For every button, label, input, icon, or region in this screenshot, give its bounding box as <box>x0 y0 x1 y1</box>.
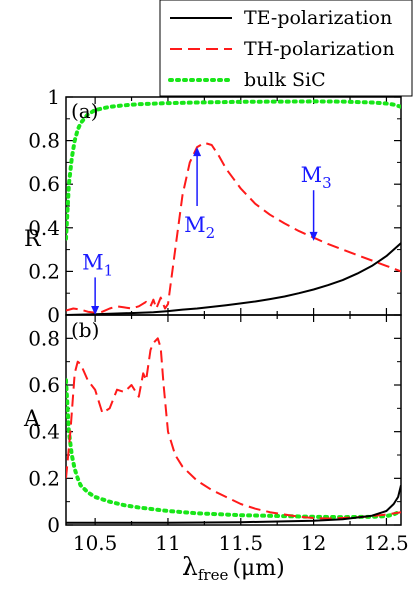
panel-b-series-te <box>66 485 401 524</box>
panel-b-ytick-label: 0.2 <box>28 466 60 490</box>
panel-b: 0 0.2 0.4 0.6 0.8 10.5 11 11.5 12 12.5 (b) A λfre… <box>23 314 409 584</box>
annotation-arrowhead-m3 <box>309 231 318 241</box>
legend-label-sic: bulk SiC <box>244 69 326 91</box>
annotation-label-m1-sub: 1 <box>104 261 114 279</box>
annotation-label-m2: M2 <box>184 213 215 242</box>
x-tick-label: 11 <box>155 531 180 555</box>
panel-a-ytick-label: 0.2 <box>28 259 60 283</box>
annotation-label-m1: M1 <box>82 250 113 279</box>
panel-b-series <box>66 337 401 524</box>
annotation-label-m1-main: M <box>82 250 104 274</box>
panel-a-ytick-label: 0.4 <box>28 216 60 240</box>
annotation-arrowhead-m2 <box>193 147 202 157</box>
panel-b-series-bulk-sic <box>66 378 401 520</box>
panel-a-plot-area <box>66 99 401 315</box>
legend-label-te: TE-polarization <box>244 7 392 29</box>
annotation-label-m3-main: M <box>301 163 323 187</box>
panel-a-frame <box>65 96 402 316</box>
x-axis-label-symbol: λ <box>182 552 198 581</box>
panel-b-ylabel: A <box>23 407 41 432</box>
x-tick-label: 12.5 <box>364 531 409 555</box>
panel-b-ytick-label: 0.8 <box>28 326 60 350</box>
panel-b-ticks: 0 0.2 0.4 0.6 0.8 10.5 11 11.5 12 12.5 <box>28 314 409 555</box>
panel-a-series-th <box>66 141 401 314</box>
annotation-label-m2-sub: 2 <box>206 224 216 242</box>
x-axis-label: λfree (μm) <box>182 552 285 584</box>
panel-a-ytick-label: 0.6 <box>28 172 60 196</box>
panel-b-frame <box>65 314 402 526</box>
panel-a-ticks: 0 0.2 0.4 0.6 0.8 1 <box>28 85 401 327</box>
annotation-arrowhead-m1 <box>91 306 100 315</box>
panel-b-ytick-label: 0 <box>47 513 60 537</box>
x-tick-label: 12 <box>301 531 326 555</box>
annotation-label-m3: M3 <box>301 163 332 192</box>
annotation-label-m2-main: M <box>184 213 206 237</box>
panel-b-plot-area <box>66 337 401 524</box>
panel-b-label: (b) <box>71 318 99 342</box>
panel-a-ytick-label: 0.8 <box>28 129 60 153</box>
panel-a-ytick-label: 0 <box>47 303 60 327</box>
panel-a-series-bulk-sic <box>66 99 401 241</box>
x-tick-label: 10.5 <box>73 531 118 555</box>
panel-a-ytick-label: 1 <box>47 85 60 109</box>
legend-label-th: TH-polarization <box>244 38 395 60</box>
x-axis-label-subscript: free <box>198 566 229 584</box>
legend: TE-polarization TH-polarization bulk SiC <box>159 0 413 97</box>
x-axis-label-unit: (μm) <box>232 556 284 581</box>
panel-a-ylabel: R <box>24 227 42 252</box>
annotation-label-m3-sub: 3 <box>322 174 332 192</box>
panel-a-label: (a) <box>71 99 99 123</box>
panel-a-series <box>66 99 401 315</box>
panel-b-series-th <box>66 337 401 520</box>
panel-a-series-te <box>66 242 401 315</box>
panel-b-ytick-label: 0.6 <box>28 373 60 397</box>
x-tick-label: 11.5 <box>219 531 264 555</box>
panel-b-ytick-label: 0.4 <box>28 420 60 444</box>
